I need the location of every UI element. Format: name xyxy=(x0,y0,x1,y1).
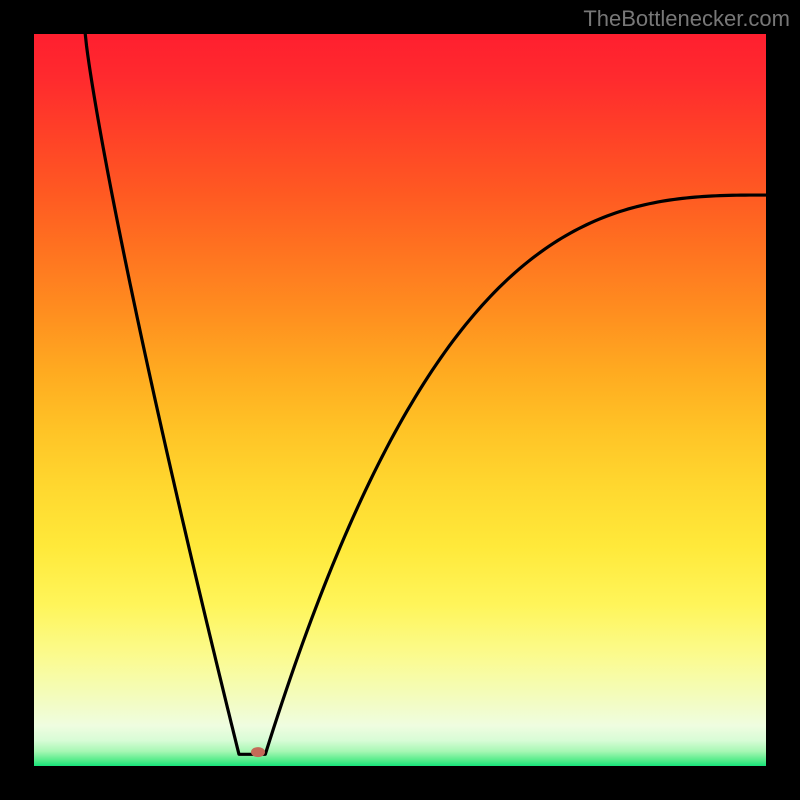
optimum-marker xyxy=(251,747,265,757)
bottleneck-chart-svg xyxy=(0,0,800,800)
chart-container: { "canvas": { "width": 800, "height": 80… xyxy=(0,0,800,800)
plot-area xyxy=(34,34,766,766)
